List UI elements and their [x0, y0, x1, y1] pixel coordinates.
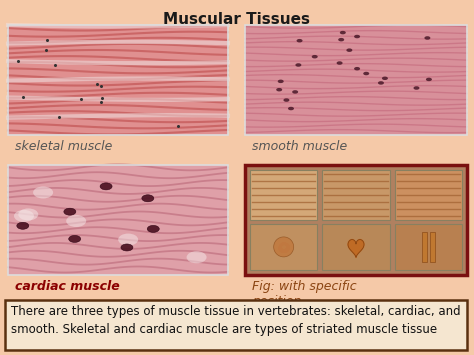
Bar [395, 170, 462, 219]
Ellipse shape [292, 90, 298, 94]
Ellipse shape [66, 215, 86, 227]
Bar [8, 165, 228, 275]
Ellipse shape [64, 208, 76, 215]
Ellipse shape [340, 31, 346, 34]
Ellipse shape [337, 61, 343, 65]
Bar [250, 224, 317, 270]
Ellipse shape [147, 225, 159, 233]
Ellipse shape [426, 78, 432, 81]
Ellipse shape [354, 67, 360, 70]
Bar [322, 224, 390, 270]
Bar [245, 165, 467, 275]
Ellipse shape [424, 36, 430, 40]
Ellipse shape [312, 55, 318, 59]
Ellipse shape [382, 77, 388, 80]
Polygon shape [348, 240, 364, 257]
Ellipse shape [118, 234, 138, 246]
Text: Fig: with specific
position: Fig: with specific position [252, 280, 356, 308]
Ellipse shape [121, 244, 133, 251]
Ellipse shape [283, 98, 290, 102]
Ellipse shape [413, 86, 419, 90]
Ellipse shape [346, 48, 352, 52]
Ellipse shape [354, 35, 360, 38]
Ellipse shape [288, 107, 294, 110]
Text: skeletal muscle: skeletal muscle [15, 140, 112, 153]
Ellipse shape [297, 39, 302, 43]
Bar [395, 224, 462, 270]
Ellipse shape [142, 195, 154, 202]
Ellipse shape [69, 235, 81, 242]
Bar [5, 300, 467, 350]
Bar [422, 232, 428, 262]
Text: cardiac muscle: cardiac muscle [15, 280, 120, 293]
Ellipse shape [295, 63, 301, 67]
Ellipse shape [363, 72, 369, 75]
Bar [8, 25, 228, 135]
Ellipse shape [278, 80, 284, 83]
Ellipse shape [100, 183, 112, 190]
Bar [245, 25, 467, 135]
Ellipse shape [187, 251, 207, 263]
Ellipse shape [338, 38, 344, 42]
Text: Muscular Tissues: Muscular Tissues [164, 12, 310, 27]
Bar [245, 25, 467, 135]
Text: There are three types of muscle tissue in vertebrates: skeletal, cardiac, and
sm: There are three types of muscle tissue i… [11, 305, 461, 336]
Bar [322, 170, 390, 219]
Ellipse shape [14, 210, 34, 222]
Bar [250, 170, 317, 219]
Bar [8, 165, 228, 275]
Ellipse shape [33, 186, 53, 198]
Bar [8, 25, 228, 135]
Ellipse shape [276, 88, 282, 92]
Text: smooth muscle: smooth muscle [252, 140, 347, 153]
Circle shape [273, 237, 294, 257]
Ellipse shape [17, 222, 29, 229]
Bar [430, 232, 435, 262]
Ellipse shape [378, 81, 384, 84]
Ellipse shape [18, 208, 38, 220]
